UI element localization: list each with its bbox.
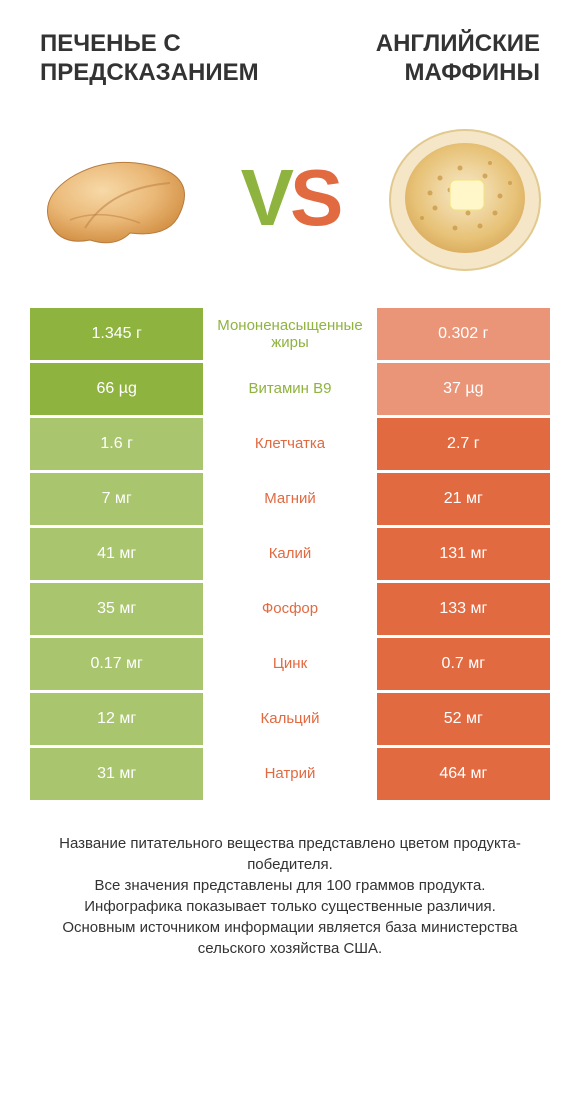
table-row: 31 мгНатрий464 мг (30, 748, 550, 800)
food-image-left (30, 118, 200, 278)
vs-v: V (241, 153, 290, 242)
nutrient-label: Фосфор (203, 583, 376, 635)
footnote-line: Инфографика показывает только существенн… (30, 896, 550, 917)
food-image-right (380, 118, 550, 278)
value-left: 66 µg (30, 363, 203, 415)
footnote-line: Основным источником информации является … (30, 917, 550, 959)
value-left: 41 мг (30, 528, 203, 580)
header: ПЕЧЕНЬЕ С ПРЕДСКАЗАНИЕМ АНГЛИЙСКИЕ МАФФИ… (0, 0, 580, 108)
footnote: Название питательного вещества представл… (0, 803, 580, 979)
nutrient-label: Цинк (203, 638, 376, 690)
nutrient-label: Кальций (203, 693, 376, 745)
footnote-line: Название питательного вещества представл… (30, 833, 550, 875)
table-row: 12 мгКальций52 мг (30, 693, 550, 745)
table-row: 1.345 гМононенасыщенные жиры0.302 г (30, 308, 550, 360)
table-row: 41 мгКалий131 мг (30, 528, 550, 580)
value-left: 0.17 мг (30, 638, 203, 690)
value-right: 131 мг (377, 528, 550, 580)
value-left: 1.345 г (30, 308, 203, 360)
nutrient-label: Клетчатка (203, 418, 376, 470)
table-row: 66 µgВитамин B937 µg (30, 363, 550, 415)
footnote-line: Все значения представлены для 100 граммо… (30, 875, 550, 896)
value-right: 0.302 г (377, 308, 550, 360)
table-row: 1.6 гКлетчатка2.7 г (30, 418, 550, 470)
title-right: АНГЛИЙСКИЕ МАФФИНЫ (300, 30, 540, 88)
nutrient-label: Мононенасыщенные жиры (203, 308, 376, 360)
title-left: ПЕЧЕНЬЕ С ПРЕДСКАЗАНИЕМ (40, 30, 280, 88)
value-right: 52 мг (377, 693, 550, 745)
vs-s: S (290, 153, 339, 242)
nutrient-label: Магний (203, 473, 376, 525)
value-right: 464 мг (377, 748, 550, 800)
value-left: 12 мг (30, 693, 203, 745)
value-right: 133 мг (377, 583, 550, 635)
comparison-table: 1.345 гМононенасыщенные жиры0.302 г66 µg… (0, 308, 580, 800)
table-row: 35 мгФосфор133 мг (30, 583, 550, 635)
value-right: 2.7 г (377, 418, 550, 470)
nutrient-label: Витамин B9 (203, 363, 376, 415)
value-left: 31 мг (30, 748, 203, 800)
vs-label: VS (241, 152, 340, 244)
value-right: 0.7 мг (377, 638, 550, 690)
value-right: 37 µg (377, 363, 550, 415)
table-row: 7 мгМагний21 мг (30, 473, 550, 525)
nutrient-label: Натрий (203, 748, 376, 800)
value-left: 35 мг (30, 583, 203, 635)
value-left: 1.6 г (30, 418, 203, 470)
vs-row: VS (0, 108, 580, 308)
table-row: 0.17 мгЦинк0.7 мг (30, 638, 550, 690)
value-right: 21 мг (377, 473, 550, 525)
nutrient-label: Калий (203, 528, 376, 580)
value-left: 7 мг (30, 473, 203, 525)
